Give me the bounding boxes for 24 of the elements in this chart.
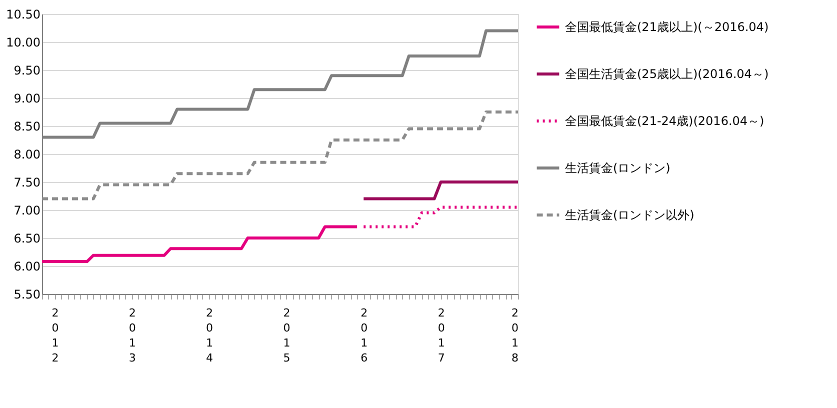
x-tick-label: 2014: [206, 306, 214, 364]
legend-label: 生活賃金(ロンドン): [565, 161, 670, 175]
y-tick-label: 8.00: [14, 148, 40, 162]
y-tick-label: 6.50: [14, 232, 40, 246]
y-tick-label: 5.50: [14, 288, 40, 302]
line-series: [40, 225, 359, 264]
x-tick-label: 2016: [360, 306, 368, 364]
y-tick-label: 9.50: [14, 64, 40, 78]
y-tick-label: 10.00: [6, 36, 40, 50]
y-tick-label: 6.00: [14, 260, 40, 274]
x-tick-label: 2015: [283, 306, 290, 364]
y-tick-label: 8.50: [14, 120, 40, 134]
y-tick-label: 7.50: [14, 176, 40, 190]
y-tick-label: 10.50: [6, 8, 40, 22]
legend-label: 全国生活賃金(25歳以上)(2016.04～): [565, 67, 769, 81]
x-tick-label: 2018: [512, 306, 518, 364]
legend-label: 全国最低賃金(21-24歳)(2016.04～): [565, 114, 764, 128]
y-tick-label: 7.00: [14, 204, 40, 218]
x-tick-label: 2012: [52, 306, 59, 364]
legend-label: 全国最低賃金(21歳以上)(～2016.04): [565, 20, 769, 34]
y-tick-label: 9.00: [14, 92, 40, 106]
x-tick-label: 2013: [128, 306, 136, 364]
legend-label: 生活賃金(ロンドン以外): [565, 208, 694, 222]
x-tick-label: 2017: [438, 306, 445, 364]
